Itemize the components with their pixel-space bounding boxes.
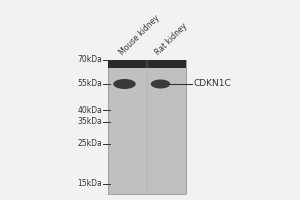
Text: Mouse kidney: Mouse kidney bbox=[118, 13, 162, 57]
Text: 35kDa: 35kDa bbox=[77, 117, 102, 127]
Text: 25kDa: 25kDa bbox=[77, 140, 102, 148]
Text: 40kDa: 40kDa bbox=[77, 106, 102, 114]
Ellipse shape bbox=[113, 79, 136, 89]
Text: 55kDa: 55kDa bbox=[77, 79, 102, 88]
Bar bbox=[108, 60, 186, 68]
Text: Rat kidney: Rat kidney bbox=[154, 22, 190, 57]
Text: 70kDa: 70kDa bbox=[77, 55, 102, 64]
Ellipse shape bbox=[151, 79, 170, 88]
Text: 15kDa: 15kDa bbox=[77, 180, 102, 188]
Text: CDKN1C: CDKN1C bbox=[194, 79, 231, 88]
Bar bbox=[108, 60, 186, 194]
